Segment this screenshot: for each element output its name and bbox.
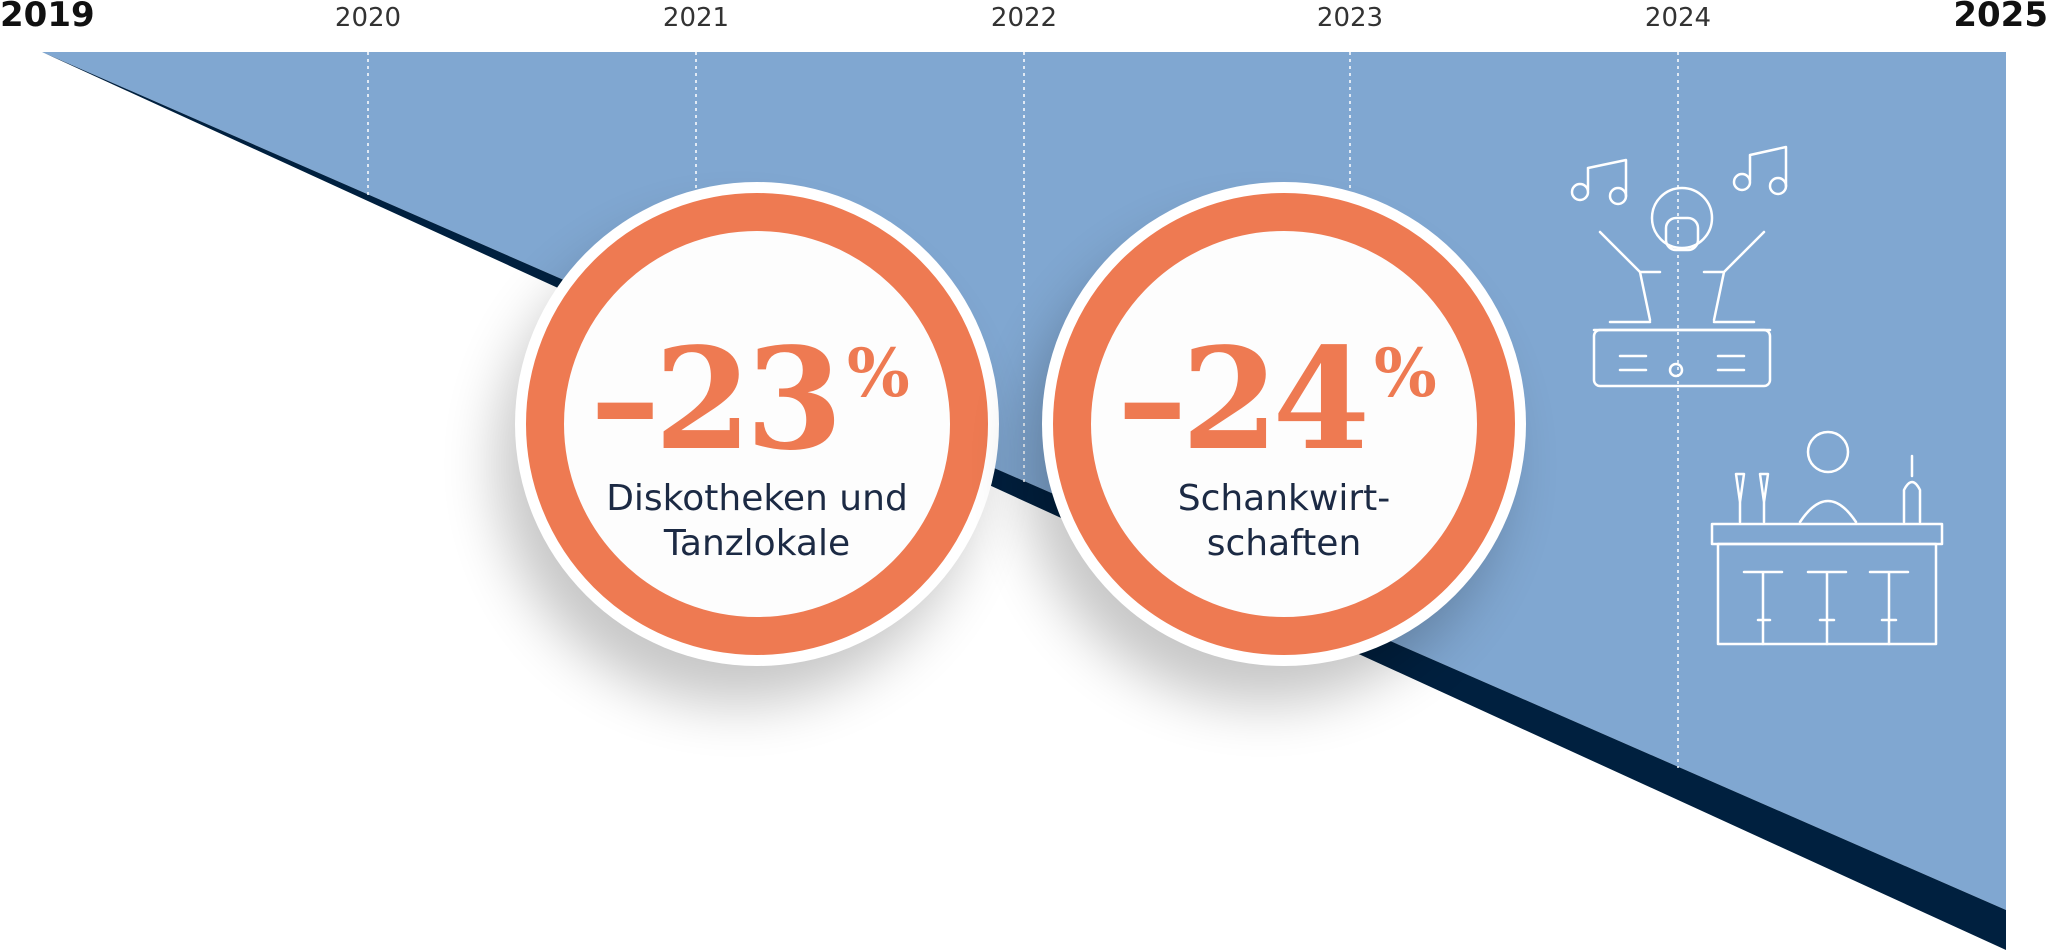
stat-label: Diskotheken und	[606, 478, 908, 519]
years: 2020 2021 2022 2023 2024	[335, 3, 1711, 33]
ring	[1053, 193, 1515, 655]
stat-label: Tanzlokale	[663, 523, 850, 564]
stat-number: –23	[590, 318, 837, 482]
stat-unit: %	[847, 334, 909, 412]
year-label: 2022	[991, 3, 1057, 33]
year-label: 2023	[1317, 3, 1383, 33]
stat-label: schaften	[1207, 523, 1362, 564]
dj-icon	[1570, 145, 1788, 388]
year-label: 2021	[663, 3, 729, 33]
stat-value: –23%	[590, 318, 909, 482]
bar-icon	[1710, 430, 1944, 646]
year-label: 2024	[1645, 3, 1711, 33]
stat-value: –24%	[1117, 318, 1436, 482]
year-end: 2025	[1953, 0, 2048, 35]
stat-unit: %	[1374, 334, 1436, 412]
year-start: 2019	[0, 0, 95, 35]
stat-label: Schankwirt-	[1178, 478, 1391, 519]
year-label: 2020	[335, 3, 401, 33]
stripe	[42, 52, 2006, 950]
ring	[526, 193, 988, 655]
stat-number: –24	[1117, 318, 1364, 482]
